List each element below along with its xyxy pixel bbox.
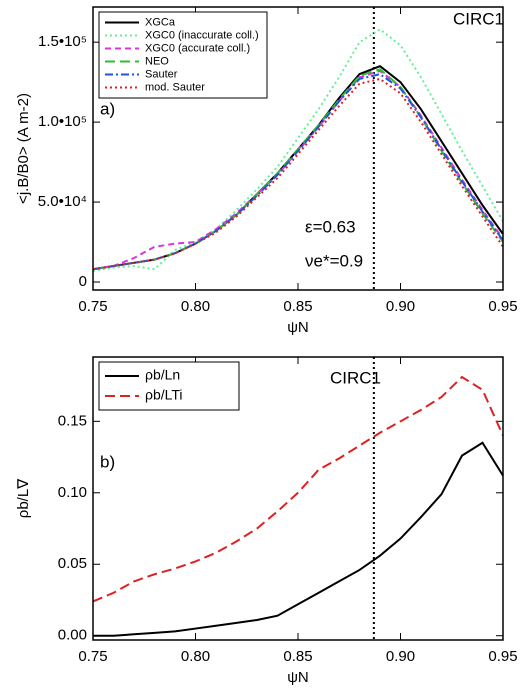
annotation: b) — [100, 452, 115, 471]
x-tick-label: 0.80 — [181, 648, 210, 665]
annotation: CIRC1 — [453, 9, 504, 28]
legend-box — [98, 11, 268, 99]
plot-frame — [92, 6, 504, 291]
x-tick-label: 0.95 — [488, 298, 517, 315]
legend-label: XGC0 (inaccurate coll.) — [145, 29, 259, 41]
y-axis-label: ρb/L∇ — [15, 478, 32, 518]
data-line — [92, 77, 504, 271]
y-tick-label: 0.00 — [58, 627, 87, 644]
data-line — [92, 68, 504, 271]
annotation: a) — [100, 99, 115, 118]
data-line — [92, 69, 504, 271]
data-line — [92, 28, 504, 272]
annotation: CIRC1 — [330, 368, 381, 387]
x-tick-label: 0.75 — [78, 648, 107, 665]
y-tick-label: 5.0•10⁴ — [38, 193, 87, 210]
legend-box — [98, 361, 240, 411]
plot-frame — [92, 356, 504, 641]
legend-label: NEO — [145, 55, 169, 67]
legend-label: mod. Sauter — [145, 81, 205, 93]
x-axis-label: ψN — [287, 669, 309, 686]
y-tick-label: 0.15 — [58, 412, 87, 429]
data-line — [92, 375, 504, 603]
data-line — [93, 441, 504, 637]
legend: ρb/Ln ρb/LTi — [98, 361, 240, 411]
legend-label: XGCa — [145, 16, 176, 28]
y-tick-label: 1.5•10⁵ — [38, 33, 87, 50]
x-tick-label: 0.85 — [283, 298, 312, 315]
x-tick-label: 0.80 — [181, 298, 210, 315]
data-line — [92, 73, 504, 271]
y-tick-label: 0.10 — [58, 484, 87, 501]
legend-label: Sauter — [145, 68, 178, 80]
legend-label: ρb/Ln — [145, 367, 180, 383]
panel: 0.75 0.80 0.85 0.90 0.95 0.00 0.05 0.10 0.15 ψN ρb… — [15, 356, 518, 686]
y-tick-label: 0 — [79, 273, 87, 290]
y-tick-label: 0.05 — [58, 555, 87, 572]
x-tick-label: 0.75 — [78, 298, 107, 315]
y-tick-label: 1.0•10⁵ — [38, 113, 87, 130]
x-axis-label: ψN — [287, 319, 309, 336]
annotation: ε=0.63 — [305, 217, 356, 236]
x-tick-label: 0.95 — [488, 648, 517, 665]
legend-label: XGC0 (accurate coll.) — [145, 42, 250, 54]
y-axis-label: <j.B/B0> (A m-2) — [15, 93, 32, 204]
x-tick-label: 0.90 — [386, 648, 415, 665]
legend-label: ρb/LTi — [145, 387, 183, 403]
x-tick-label: 0.85 — [283, 648, 312, 665]
x-tick-label: 0.90 — [386, 298, 415, 315]
annotation: νe*=0.9 — [305, 251, 363, 270]
panel: 0.75 0.80 0.85 0.90 0.95 0 5.0•10⁴ 1.0•10⁵ 1.5•1… — [15, 6, 518, 336]
